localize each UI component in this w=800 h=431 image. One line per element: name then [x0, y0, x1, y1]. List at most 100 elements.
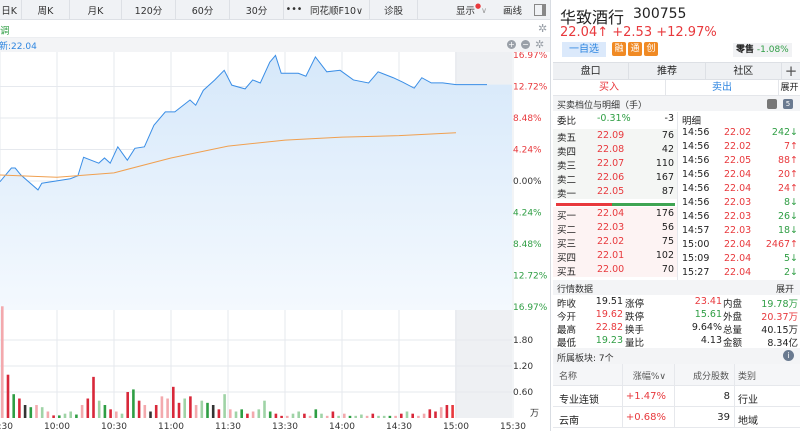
sector-row[interactable]: 专业连锁 +1.47% 8 行业 [553, 386, 800, 407]
tab-week-k[interactable]: 周K [22, 0, 70, 20]
volume-bar [35, 405, 38, 418]
tab-60min[interactable]: 60分 [176, 0, 230, 20]
gear-icon[interactable]: ✲ [535, 38, 545, 51]
market-expand-button[interactable]: 展开 [775, 285, 794, 295]
detail-price: 22.03 [724, 211, 752, 222]
detail-volume: 8↓ [783, 197, 798, 208]
market-value: 15.61 [694, 309, 722, 320]
volume-bar [263, 400, 266, 418]
info-icon[interactable]: i [783, 350, 794, 361]
volume-bar [223, 394, 226, 418]
stock-code: 300755 [633, 6, 687, 22]
volume-bar [303, 413, 306, 418]
sell-level-row[interactable]: 卖五 22.09 76 [553, 129, 678, 144]
industry-tag[interactable]: 零售 -1.08% [733, 43, 792, 57]
sell-level-row[interactable]: 卖三 22.07 110 [553, 157, 678, 172]
level-volume: 102 [655, 250, 674, 261]
volume-bar [6, 374, 10, 418]
level-volume: 110 [655, 158, 674, 169]
sector-row[interactable]: 云南 +0.68% 39 地域 [553, 407, 800, 428]
col-change[interactable]: 涨幅%∨ [632, 372, 666, 382]
tab-month-k[interactable]: 月K [70, 0, 122, 20]
display-button[interactable]: 显示 ● ∨ [456, 0, 487, 20]
level-label: 买五 [557, 267, 577, 278]
buy-button[interactable]: 买入 [553, 80, 666, 95]
zoom-in-icon[interactable]: + [507, 40, 516, 49]
stock-name: 华致酒行 [560, 8, 625, 27]
tab-order-book[interactable]: 盘口 [553, 63, 630, 79]
draw-line-button[interactable]: 画线 [503, 6, 523, 17]
volume-bar [428, 409, 432, 418]
x-tick-label: 09:30 [0, 422, 13, 431]
volume-bar [63, 413, 67, 418]
level-icon[interactable] [767, 99, 777, 109]
col-count[interactable]: 成分股数 [693, 372, 730, 382]
add-watchlist-button[interactable]: 一自选 [562, 42, 606, 57]
detail-time: 14:56 [682, 183, 710, 194]
col-name[interactable]: 名称 [559, 372, 578, 382]
level-price: 22.00 [597, 264, 625, 275]
level-label: 卖二 [557, 175, 577, 186]
sell-level-row[interactable]: 卖一 22.05 87 [553, 185, 678, 200]
tab-label: 日K [1, 5, 17, 17]
tab-day-k[interactable]: 日K [0, 0, 22, 20]
ratio-label: 委比 [557, 116, 577, 127]
detail-volume: 24↑ [777, 183, 798, 194]
detail-time: 15:27 [682, 267, 710, 278]
volume-bar [400, 413, 403, 418]
volume-bar [206, 402, 209, 418]
volume-bar [40, 407, 44, 418]
tab-community[interactable]: 社区 [706, 63, 782, 79]
volume-bar [143, 405, 147, 418]
volume-bar [274, 413, 278, 418]
tab-recommend[interactable]: 推荐 [629, 63, 706, 79]
market-value: 23.41 [694, 296, 722, 307]
connect-badge: 通 [628, 42, 642, 56]
indicator-label[interactable]: 调 [0, 26, 10, 37]
buy-level-row[interactable]: 买五 22.00 70 [553, 263, 678, 278]
volume-bar [217, 409, 221, 418]
period-toolbar: 日K 周K 月K 120分 60分 30分 ••• 同花顺F10∨ 诊股 显示 ●… [0, 0, 550, 20]
detail-volume: 5↓ [783, 253, 798, 264]
panel-toggle-icon[interactable] [534, 0, 546, 20]
volume-bar [211, 405, 215, 418]
sell-level-row[interactable]: 卖四 22.08 42 [553, 143, 678, 158]
tab-120min[interactable]: 120分 [122, 0, 176, 20]
tab-30min[interactable]: 30分 [230, 0, 284, 20]
last-price: 22.04↑ [560, 25, 609, 40]
trade-detail-row: 14:56 22.03 26↓ [678, 210, 800, 224]
add-tab-icon[interactable]: + [784, 62, 798, 80]
level-label: 卖五 [557, 133, 577, 144]
average-price-line [0, 132, 457, 178]
buy-level-row[interactable]: 买三 22.02 75 [553, 235, 678, 250]
trade-detail-row: 14:56 22.04 24↑ [678, 182, 800, 196]
sell-level-row[interactable]: 卖二 22.06 167 [553, 171, 678, 186]
x-tick-label: 13:30 [272, 422, 298, 431]
five-level-icon[interactable]: 5 [783, 99, 793, 109]
volume-bar [343, 413, 346, 418]
detail-time: 14:56 [682, 141, 710, 152]
col-type[interactable]: 类别 [738, 372, 757, 382]
gear-icon[interactable]: ✲ [538, 22, 548, 35]
market-key: 最低 [557, 338, 577, 349]
buy-level-row[interactable]: 买四 22.01 102 [553, 249, 678, 264]
market-value: 40.15万 [761, 325, 798, 336]
volume-tick-label: 0.60 [513, 388, 533, 398]
x-tick-label: 11:00 [158, 422, 184, 431]
diagnose-button[interactable]: 诊股 [370, 0, 418, 20]
volume-bar [12, 394, 15, 418]
more-button[interactable]: ••• [285, 4, 303, 15]
f10-dropdown[interactable]: 同花顺F10∨ [304, 0, 370, 20]
volume-bar [200, 400, 204, 418]
buy-level-row[interactable]: 买一 22.04 176 [553, 207, 678, 222]
expand-button[interactable]: 展开 [780, 83, 799, 93]
detail-volume: 242↓ [771, 127, 798, 138]
market-key: 最高 [557, 325, 577, 336]
zoom-out-icon[interactable]: − [521, 40, 530, 49]
detail-price: 22.02 [724, 127, 752, 138]
buy-level-row[interactable]: 买二 22.03 56 [553, 221, 678, 236]
y-tick-label: 16.97% [513, 303, 548, 313]
sell-button[interactable]: 卖出 [666, 80, 779, 95]
detail-label: 明细 [682, 116, 702, 127]
market-value: 19.62 [595, 309, 623, 320]
